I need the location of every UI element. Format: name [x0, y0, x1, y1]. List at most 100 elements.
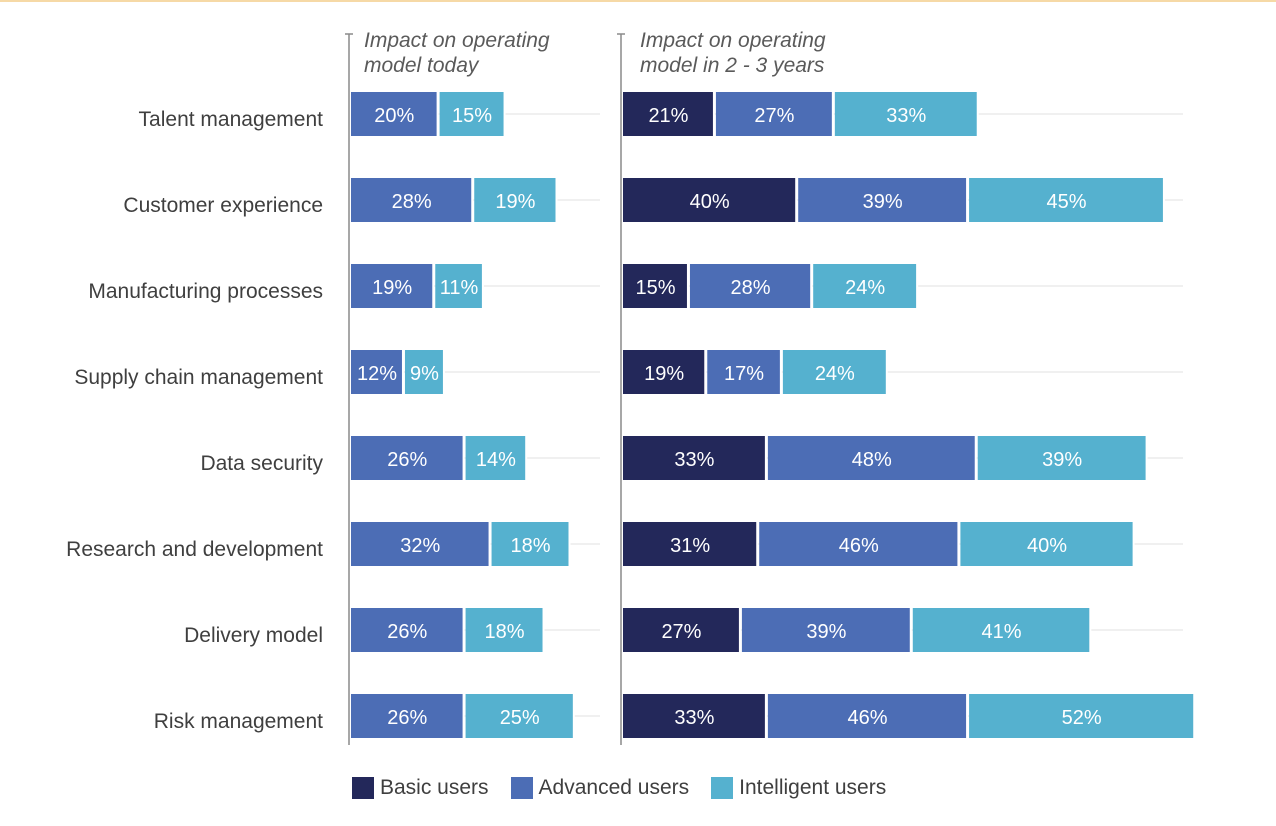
- bar-value-label: 26%: [387, 449, 427, 471]
- bar-segment: [351, 92, 438, 136]
- bar-value-label: 9%: [410, 363, 439, 385]
- bar-segment: [404, 350, 444, 394]
- bar-value-label: 11%: [440, 277, 479, 299]
- bar-value-label: 24%: [815, 363, 855, 385]
- bar-value-label: 27%: [754, 105, 794, 127]
- bar-segment: [623, 436, 766, 480]
- bar-value-label: 27%: [661, 621, 701, 643]
- bars: 20% 15% 28% 19% 19% 11% 12% 9% 26% 14% 32% 18% 26% 18…: [351, 92, 1196, 738]
- bar-segment: [474, 178, 557, 222]
- bar-segment: [351, 178, 473, 222]
- bar-value-label: 39%: [806, 621, 846, 643]
- bar-segment: [623, 350, 706, 394]
- category-label: Supply chain management: [74, 366, 323, 389]
- legend-item: Intelligent users: [711, 776, 886, 800]
- category-label: Delivery model: [184, 624, 323, 647]
- bar-value-label: 26%: [387, 621, 427, 643]
- bar-value-label: 18%: [485, 621, 525, 643]
- bar-segment: [813, 264, 918, 308]
- category-labels: Talent management Customer experience Manu…: [66, 108, 323, 733]
- legend-swatch: [711, 777, 734, 799]
- bar-segment: [834, 92, 978, 136]
- bar-value-label: 15%: [452, 105, 492, 127]
- bar-value-label: 28%: [392, 191, 432, 213]
- bar-segment: [623, 178, 797, 222]
- bar-segment: [351, 522, 490, 566]
- bar-segment: [960, 522, 1134, 566]
- bar-segment: [977, 436, 1147, 480]
- bar-value-label: 39%: [1042, 449, 1082, 471]
- bar-value-label: 32%: [400, 535, 440, 557]
- panel-title-line2: model in 2 - 3 years: [640, 54, 825, 77]
- legend: Basic users Advanced users Intelligent use…: [352, 776, 908, 800]
- bar-segment: [741, 608, 911, 652]
- legend-label: Basic users: [380, 776, 489, 799]
- bar-segment: [465, 608, 544, 652]
- legend-swatch: [510, 777, 533, 799]
- bar-segment: [912, 608, 1091, 652]
- bar-value-label: 19%: [372, 277, 412, 299]
- bar-segment: [351, 264, 434, 308]
- bar-value-label: 24%: [845, 277, 885, 299]
- bar-value-label: 26%: [387, 707, 427, 729]
- bar-value-label: 40%: [690, 191, 730, 213]
- bar-segment: [435, 264, 483, 308]
- bar-value-label: 33%: [886, 105, 926, 127]
- bar-value-label: 52%: [1062, 707, 1102, 729]
- bar-segment: [623, 264, 688, 308]
- bar-value-label: 39%: [863, 191, 903, 213]
- legend-item: Advanced users: [510, 776, 690, 800]
- legend-label: Intelligent users: [739, 776, 887, 799]
- panel-title-line2: model today: [364, 54, 480, 77]
- bar-value-label: 19%: [495, 191, 535, 213]
- bar-value-label: 17%: [724, 363, 764, 385]
- bar-segment: [715, 92, 833, 136]
- bar-segment: [465, 436, 527, 480]
- bar-segment: [689, 264, 812, 308]
- legend-item: Basic users: [352, 776, 489, 800]
- bar-segment: [623, 92, 714, 136]
- bar-segment: [969, 178, 1164, 222]
- bar-value-label: 41%: [982, 621, 1022, 643]
- legend-label: Advanced users: [538, 776, 690, 799]
- bar-segment: [767, 694, 968, 738]
- bar-value-label: 19%: [644, 363, 684, 385]
- bar-value-label: 15%: [635, 277, 675, 299]
- bar-value-label: 46%: [847, 707, 887, 729]
- bar-value-label: 46%: [839, 535, 879, 557]
- category-label: Customer experience: [123, 194, 323, 217]
- axes: [345, 33, 625, 745]
- bar-value-label: 45%: [1046, 191, 1086, 213]
- bar-segment: [351, 694, 464, 738]
- panel-title-line1: Impact on operating: [364, 29, 550, 52]
- bar-value-label: 14%: [476, 449, 516, 471]
- category-label: Risk management: [154, 710, 323, 733]
- bar-segment: [465, 694, 574, 738]
- bar-segment: [798, 178, 968, 222]
- bar-value-label: 33%: [674, 707, 714, 729]
- bar-value-label: 21%: [648, 105, 688, 127]
- category-label: Data security: [200, 452, 323, 475]
- bar-segment: [767, 436, 976, 480]
- panel-title-line1: Impact on operating: [640, 29, 826, 52]
- bar-value-label: 31%: [670, 535, 710, 557]
- bar-value-label: 28%: [731, 277, 771, 299]
- bar-value-label: 48%: [852, 449, 892, 471]
- bar-segment: [351, 608, 464, 652]
- bar-segment: [623, 694, 766, 738]
- bar-segment: [969, 694, 1195, 738]
- category-label: Talent management: [139, 108, 324, 131]
- bar-value-label: 18%: [511, 535, 551, 557]
- bar-segment: [439, 92, 505, 136]
- bar-segment: [623, 522, 758, 566]
- bar-segment: [491, 522, 570, 566]
- bar-value-label: 12%: [357, 363, 397, 385]
- bar-segment: [782, 350, 887, 394]
- bar-segment: [623, 608, 740, 652]
- bar-value-label: 25%: [500, 707, 540, 729]
- bar-value-label: 40%: [1027, 535, 1067, 557]
- bar-segment: [351, 350, 403, 394]
- category-label: Research and development: [66, 538, 323, 561]
